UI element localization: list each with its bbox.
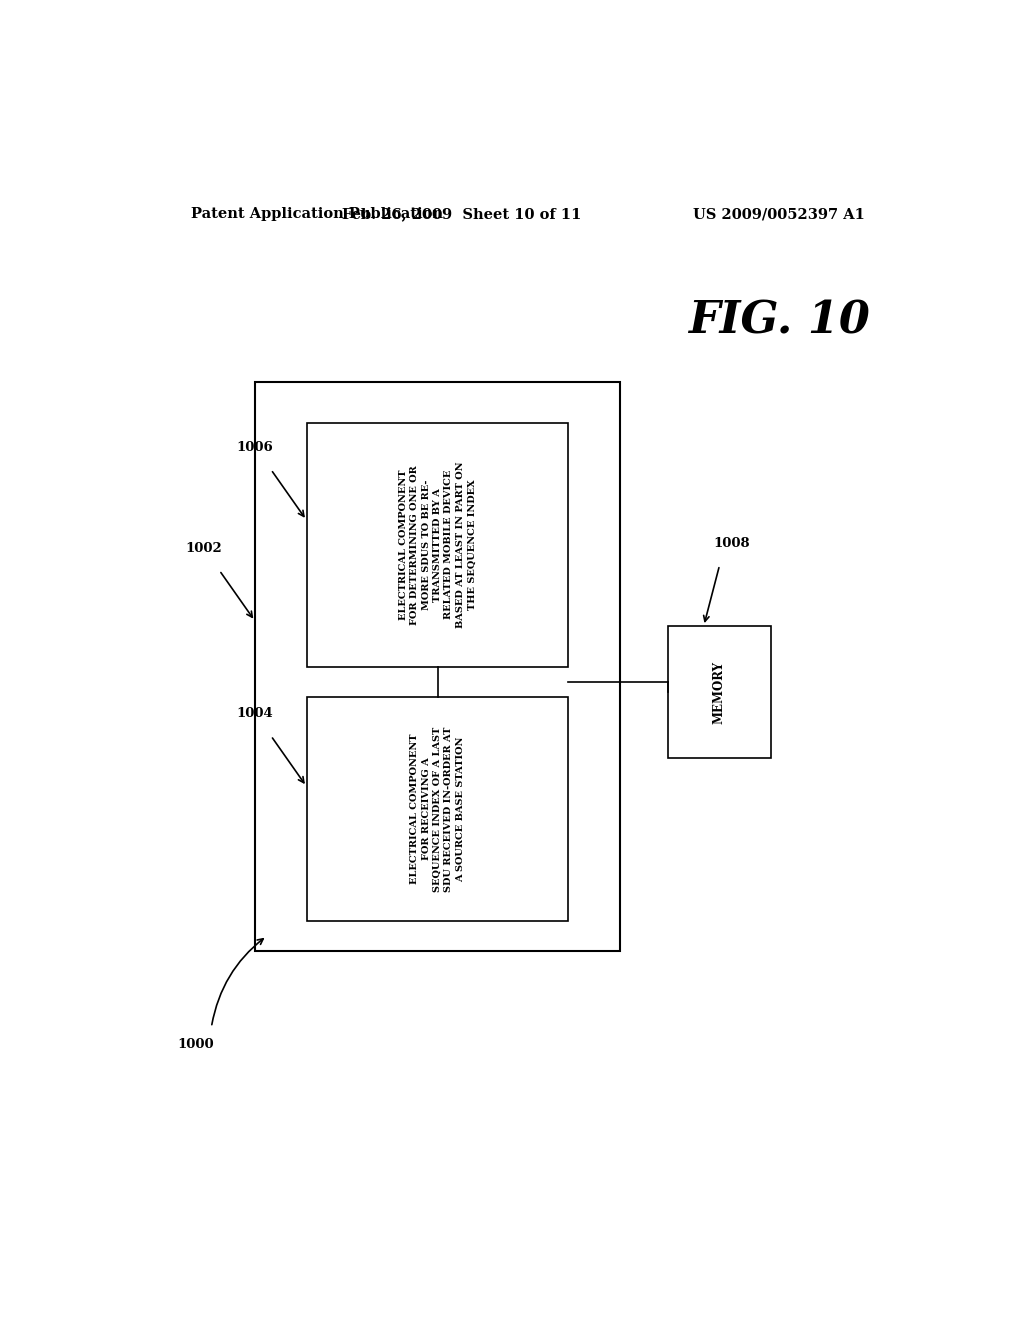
Bar (306, 422, 568, 667)
Text: 1008: 1008 (714, 537, 750, 549)
Text: FIG. 10: FIG. 10 (688, 300, 869, 342)
Text: US 2009/0052397 A1: US 2009/0052397 A1 (693, 207, 864, 222)
Text: 1002: 1002 (185, 543, 222, 554)
Text: ELECTRICAL COMPONENT
FOR DETERMINING ONE OR
MORE SDUS TO BE RE-
TRANSMITTED BY A: ELECTRICAL COMPONENT FOR DETERMINING ONE… (398, 462, 476, 628)
Text: MEMORY: MEMORY (713, 660, 726, 723)
Text: 1006: 1006 (237, 441, 273, 454)
Text: 1004: 1004 (237, 708, 273, 721)
Bar (306, 697, 568, 921)
Bar (668, 626, 771, 758)
Text: Patent Application Publication: Patent Application Publication (191, 207, 443, 222)
Text: Feb. 26, 2009  Sheet 10 of 11: Feb. 26, 2009 Sheet 10 of 11 (342, 207, 581, 222)
Bar (255, 381, 620, 952)
Text: ELECTRICAL COMPONENT
FOR RECEIVING A
SEQUENCE INDEX OF A LAST
SDU RECEIVED IN-OR: ELECTRICAL COMPONENT FOR RECEIVING A SEQ… (410, 726, 465, 891)
Text: 1000: 1000 (177, 1038, 214, 1051)
